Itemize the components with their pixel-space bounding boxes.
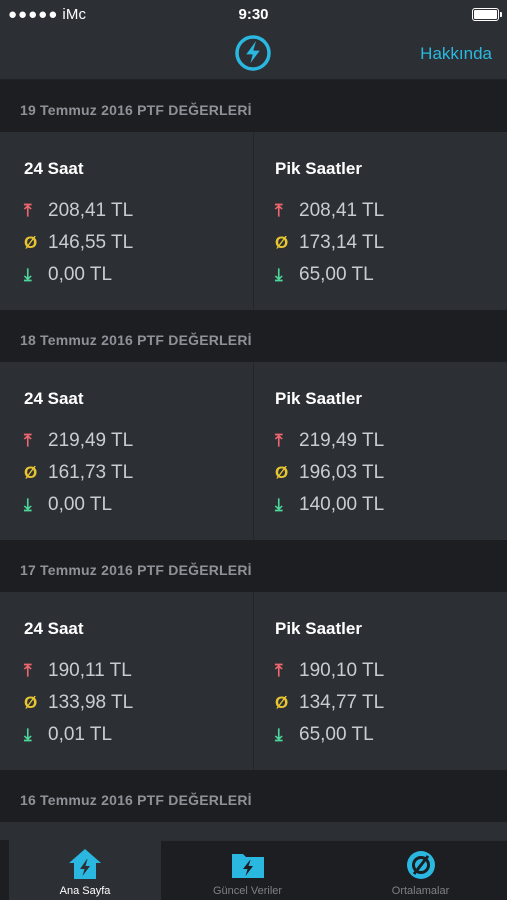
min-arrow-icon: ⤓ — [24, 265, 32, 284]
column-title: Pik Saatler — [275, 389, 362, 408]
avg-value: 161,73 TL — [48, 462, 134, 483]
min-value: 65,00 TL — [299, 264, 374, 285]
day-section: 18 Temmuz 2016 PTF DEĞERLERİ 24 Saat ⤒ 21… — [0, 310, 507, 540]
day-section: 19 Temmuz 2016 PTF DEĞERLERİ 24 Saat ⤒ 20… — [0, 80, 507, 310]
all-day-column: 24 Saat ⤒ 190,11 TL Ø 133,98 TL ⤓ 0,01 TL — [0, 592, 253, 770]
tab-home[interactable]: Ana Sayfa — [9, 840, 161, 900]
home-bolt-icon — [69, 849, 101, 879]
peak-column: Pik Saatler ⤒ 190,10 TL Ø 134,77 TL ⤓ 65,00… — [253, 592, 506, 770]
average-icon: Ø — [275, 693, 289, 712]
max-value: 208,41 TL — [48, 200, 134, 221]
column-title: 24 Saat — [24, 619, 84, 638]
tab-label: Ana Sayfa — [59, 885, 111, 897]
average-icon: Ø — [275, 463, 289, 482]
min-value: 0,00 TL — [48, 264, 113, 285]
column-title: Pik Saatler — [275, 159, 362, 178]
column-title: Pik Saatler — [275, 619, 362, 638]
min-row: ⤓ 65,00 TL — [275, 259, 506, 291]
day-card[interactable] — [0, 822, 507, 840]
min-value: 0,01 TL — [48, 724, 113, 745]
min-row: ⤓ 140,00 TL — [275, 489, 506, 521]
avg-row: Ø 133,98 TL — [24, 687, 253, 719]
all-day-column: 24 Saat ⤒ 208,41 TL Ø 146,55 TL ⤓ 0,00 TL — [0, 132, 253, 310]
min-row: ⤓ 0,01 TL — [24, 719, 253, 751]
lightning-bolt-icon — [235, 35, 271, 71]
column-title: 24 Saat — [24, 389, 84, 408]
average-icon: Ø — [275, 233, 289, 252]
section-header: 19 Temmuz 2016 PTF DEĞERLERİ — [0, 80, 507, 132]
peak-column: Pik Saatler ⤒ 219,49 TL Ø 196,03 TL ⤓ 140,0… — [253, 362, 506, 540]
max-value: 190,10 TL — [299, 660, 385, 681]
avg-row: Ø 134,77 TL — [275, 687, 506, 719]
max-arrow-icon: ⤒ — [275, 661, 283, 680]
max-row: ⤒ 219,49 TL — [24, 425, 253, 457]
average-icon: Ø — [24, 233, 38, 252]
max-row: ⤒ 190,11 TL — [24, 655, 253, 687]
min-arrow-icon: ⤓ — [24, 725, 32, 744]
column-title: 24 Saat — [24, 159, 84, 178]
avg-row: Ø 161,73 TL — [24, 457, 253, 489]
day-list[interactable]: 19 Temmuz 2016 PTF DEĞERLERİ 24 Saat ⤒ 20… — [0, 80, 507, 840]
min-row: ⤓ 65,00 TL — [275, 719, 506, 751]
day-card[interactable]: 24 Saat ⤒ 190,11 TL Ø 133,98 TL ⤓ 0,01 TL P… — [0, 592, 507, 770]
tab-averages[interactable]: Ortalamalar — [334, 840, 507, 900]
avg-row: Ø 146,55 TL — [24, 227, 253, 259]
about-button[interactable]: Hakkında — [420, 44, 492, 63]
tab-bar: Ana Sayfa Güncel Veriler Ortalamalar — [0, 840, 507, 900]
folder-bolt-icon — [231, 854, 264, 878]
day-section: 16 Temmuz 2016 PTF DEĞERLERİ — [0, 770, 507, 840]
all-day-column: 24 Saat ⤒ 219,49 TL Ø 161,73 TL ⤓ 0,00 TL — [0, 362, 253, 540]
min-row: ⤓ 0,00 TL — [24, 489, 253, 521]
min-arrow-icon: ⤓ — [275, 265, 283, 284]
avg-value: 146,55 TL — [48, 232, 134, 253]
tab-current-data[interactable]: Güncel Veriler — [161, 840, 334, 900]
max-arrow-icon: ⤒ — [275, 201, 283, 220]
max-value: 219,49 TL — [299, 430, 385, 451]
signal-dots-icon: ●●●●● — [8, 6, 59, 23]
carrier-name: iMc — [62, 6, 87, 23]
avg-value: 173,14 TL — [299, 232, 385, 253]
max-value: 190,11 TL — [48, 660, 132, 681]
max-value: 208,41 TL — [299, 200, 385, 221]
max-arrow-icon: ⤒ — [24, 201, 32, 220]
min-arrow-icon: ⤓ — [275, 725, 283, 744]
max-arrow-icon: ⤒ — [24, 431, 32, 450]
section-header: 18 Temmuz 2016 PTF DEĞERLERİ — [0, 310, 507, 362]
day-card[interactable]: 24 Saat ⤒ 219,49 TL Ø 161,73 TL ⤓ 0,00 TL P… — [0, 362, 507, 540]
avg-row: Ø 196,03 TL — [275, 457, 506, 489]
status-time: 9:30 — [238, 6, 269, 23]
avg-value: 133,98 TL — [48, 692, 134, 713]
carrier: ●●●●● iMc — [8, 6, 86, 23]
section-header: 16 Temmuz 2016 PTF DEĞERLERİ — [0, 770, 507, 822]
max-value: 219,49 TL — [48, 430, 134, 451]
max-arrow-icon: ⤒ — [24, 661, 32, 680]
battery-icon — [472, 8, 502, 21]
average-icon: Ø — [24, 463, 38, 482]
max-row: ⤒ 190,10 TL — [275, 655, 506, 687]
avg-value: 196,03 TL — [299, 462, 385, 483]
max-row: ⤒ 208,41 TL — [24, 195, 253, 227]
nav-bar: Hakkında — [0, 28, 507, 80]
status-bar: ●●●●● iMc 9:30 — [0, 0, 507, 28]
min-value: 0,00 TL — [48, 494, 113, 515]
max-row: ⤒ 208,41 TL — [275, 195, 506, 227]
average-icon: Ø — [24, 693, 38, 712]
max-arrow-icon: ⤒ — [275, 431, 283, 450]
avg-value: 134,77 TL — [299, 692, 385, 713]
day-card[interactable]: 24 Saat ⤒ 208,41 TL Ø 146,55 TL ⤓ 0,00 TL P… — [0, 132, 507, 310]
tab-label: Güncel Veriler — [212, 885, 283, 897]
min-arrow-icon: ⤓ — [275, 495, 283, 514]
min-value: 140,00 TL — [299, 494, 385, 515]
avg-row: Ø 173,14 TL — [275, 227, 506, 259]
section-header: 17 Temmuz 2016 PTF DEĞERLERİ — [0, 540, 507, 592]
min-value: 65,00 TL — [299, 724, 374, 745]
day-section: 17 Temmuz 2016 PTF DEĞERLERİ 24 Saat ⤒ 19… — [0, 540, 507, 770]
peak-column: Pik Saatler ⤒ 208,41 TL Ø 173,14 TL ⤓ 65,00… — [253, 132, 506, 310]
tab-label: Ortalamalar — [391, 885, 450, 897]
average-icon — [406, 851, 435, 879]
min-row: ⤓ 0,00 TL — [24, 259, 253, 291]
max-row: ⤒ 219,49 TL — [275, 425, 506, 457]
min-arrow-icon: ⤓ — [24, 495, 32, 514]
